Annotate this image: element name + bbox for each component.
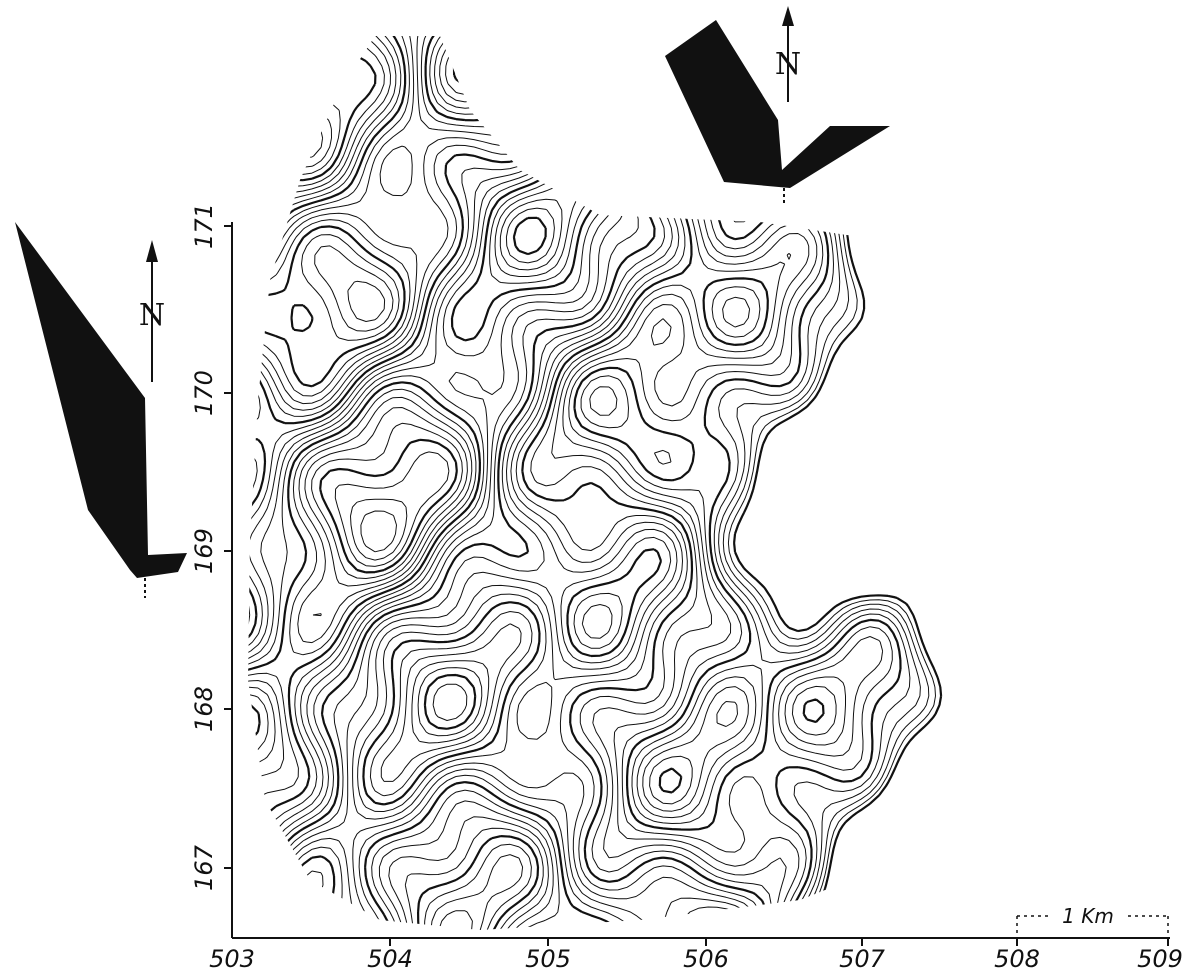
contour-line: [248, 207, 555, 760]
contour-line: [248, 36, 756, 930]
x-tick-label: 509: [1137, 945, 1183, 971]
fold-orientation-symbol: [665, 20, 890, 206]
north-arrow-icon: N: [775, 6, 801, 102]
contour-line: [334, 451, 450, 567]
x-tick-label: 505: [525, 945, 571, 971]
x-tick-label: 506: [683, 945, 729, 971]
contour-line: [360, 510, 397, 553]
y-tick-label: 167: [190, 844, 218, 891]
map-axes: [224, 222, 1170, 946]
y-tick-label: 168: [190, 686, 218, 732]
north-label: N: [775, 47, 801, 82]
scale-bar-label: 1 Km: [1062, 904, 1114, 928]
y-tick-label: 170: [190, 370, 218, 416]
x-tick-label: 503: [209, 945, 255, 971]
contour-line: [423, 36, 902, 930]
contour-line: [350, 498, 408, 561]
contour-line: [248, 36, 765, 930]
x-tick-label: 504: [367, 945, 413, 971]
contour-line: [495, 36, 921, 930]
north-label: N: [139, 298, 165, 333]
contour-line: [248, 36, 611, 930]
scale-bar-icon: [1016, 915, 1169, 938]
contour-line: [248, 36, 760, 930]
contour-lines: [248, 36, 952, 930]
y-tick-label: 169: [190, 528, 218, 574]
contour-line: [248, 36, 621, 930]
fold-orientation-symbol: [15, 222, 187, 598]
x-tick-label: 508: [994, 945, 1040, 971]
y-tick-label: 171: [190, 203, 218, 249]
x-tick-label: 507: [839, 945, 886, 971]
north-arrow-icon: N: [139, 240, 165, 382]
contour-line: [248, 36, 616, 930]
